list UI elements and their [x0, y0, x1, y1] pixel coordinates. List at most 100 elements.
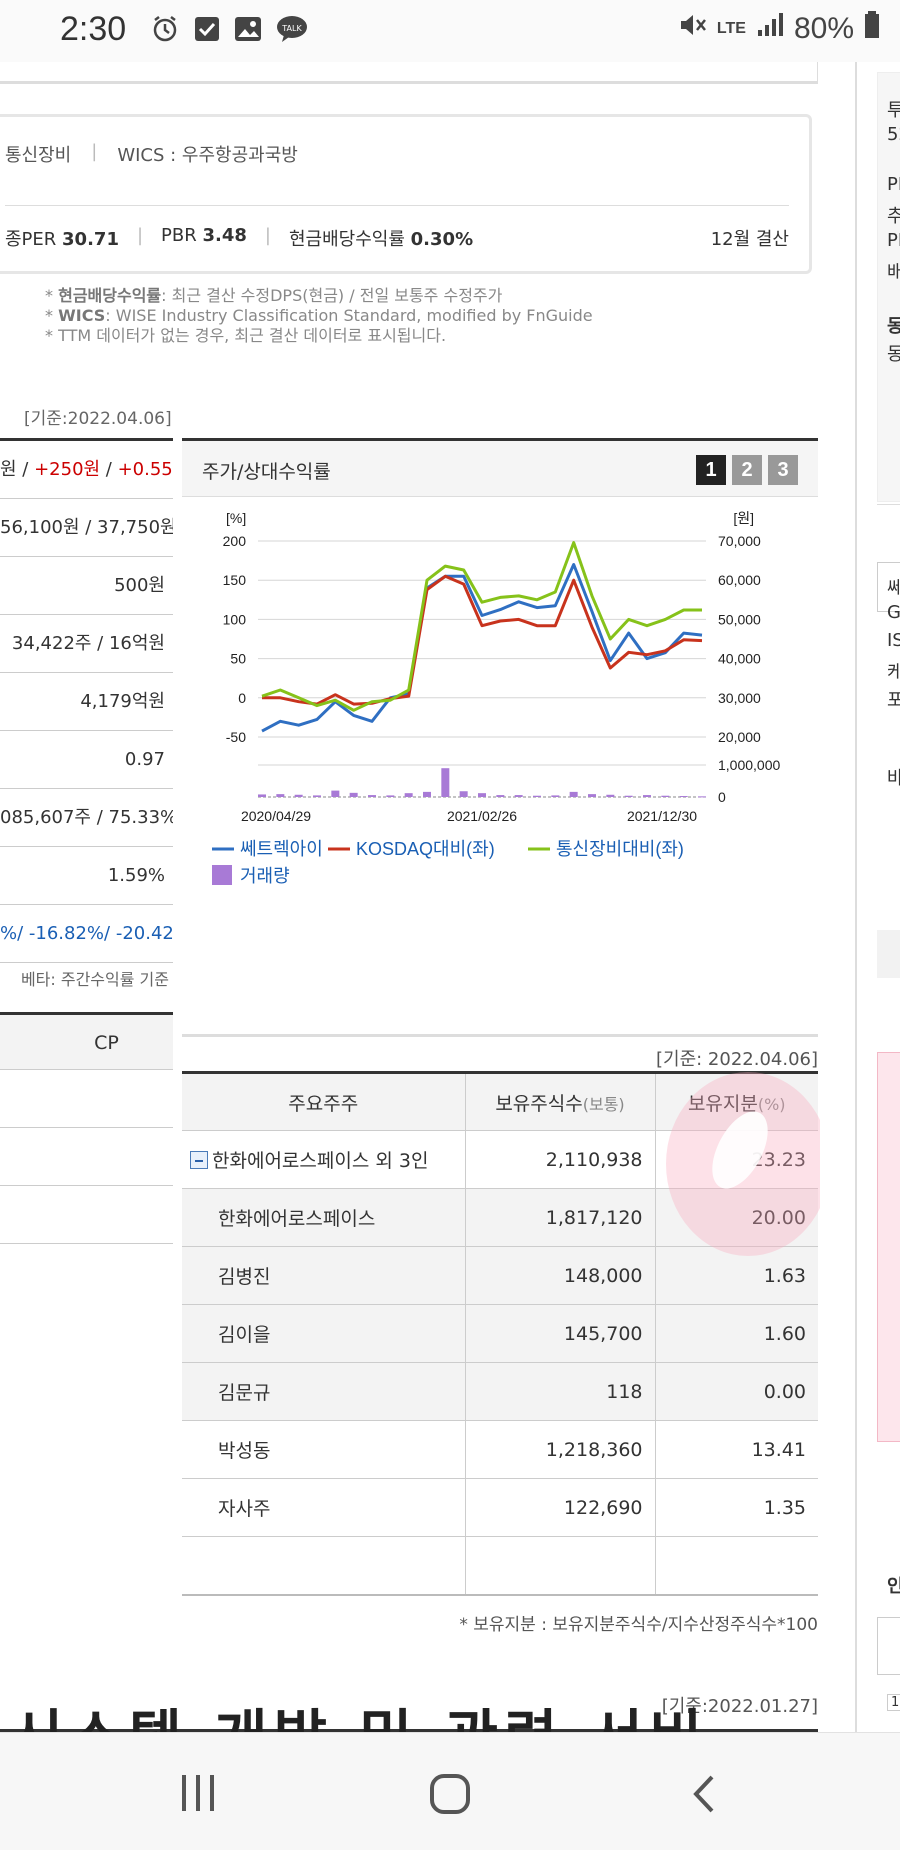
volume-bar	[276, 794, 285, 797]
table-row: 김이을 145,700 1.60	[182, 1304, 818, 1363]
top-tab-strip	[0, 62, 818, 84]
recents-button[interactable]	[178, 1773, 218, 1817]
volume-bar	[404, 793, 413, 797]
section-title-strip: 시스템 개발 및 관련 서비	[0, 1668, 820, 1732]
chart-page-button-2[interactable]: 2	[732, 455, 762, 485]
volume-bar	[588, 794, 596, 797]
x-tick: 2021/02/26	[447, 808, 517, 824]
sidebar-text: GS	[887, 602, 900, 623]
volume-tick: 0	[718, 789, 726, 805]
y-right-tick: 70,000	[718, 533, 761, 549]
shareholder-name: 한화에어로스페이스	[182, 1188, 466, 1247]
shares-cell: 2,110,938	[465, 1130, 656, 1189]
shareholder-name: 자사주	[182, 1478, 466, 1537]
network-label: LTE	[716, 20, 746, 37]
volume-bar	[478, 793, 486, 797]
table-row: 4,179억원	[0, 673, 173, 731]
battery-icon	[864, 11, 880, 47]
divider: |	[91, 141, 98, 162]
sidebar-text: ISC	[887, 630, 900, 651]
battery-percent: 80%	[793, 12, 854, 45]
talk-icon: TALK	[276, 15, 308, 47]
basis-date: [기준:2022.04.06]	[24, 409, 172, 429]
sidebar-input[interactable]	[877, 1617, 900, 1675]
main-content: 통신장비 | WICS : 우주항공과국방 종PER 30.71 | PBR 3…	[0, 62, 820, 1732]
volume-bar	[423, 791, 431, 797]
mute-icon	[677, 10, 707, 48]
sidebar-bar	[877, 930, 900, 978]
table-row: 1.59%	[0, 847, 173, 905]
chart-page-button-1[interactable]: 1	[696, 455, 726, 485]
legend-label: 통신장비대비(좌)	[556, 839, 684, 859]
sidebar-text: 동	[887, 312, 900, 338]
sidebar-text: 추	[887, 202, 900, 228]
back-icon	[693, 1775, 714, 1813]
table-row: 박성동 1,218,360 13.41	[182, 1420, 818, 1479]
chart-page-button-3[interactable]: 3	[768, 455, 798, 485]
volume-bar	[514, 795, 523, 797]
volume-bar	[294, 794, 303, 797]
shareholder-table: 주요주주 보유주식수(보통) 보유지분(%) 한화에어로스페이스 외 3인 2,…	[182, 1071, 818, 1596]
stake-cell: 1.60	[655, 1304, 818, 1363]
y-left-unit: [%]	[226, 510, 246, 526]
divider: |	[136, 225, 144, 246]
basis-date-row: [기준: 2022.04.06]	[182, 1034, 818, 1070]
notes: * 현금배당수익률: 최근 결산 수정DPS(현금) / 전일 보통주 수정주가…	[45, 286, 593, 346]
basis-date: [기준:2022.01.27]	[661, 1696, 818, 1717]
right-sidebar: 투 52 PE 추 PE 배 동 동 쎄 GS ISC 케이 포: 바이 인지 …	[855, 62, 900, 1732]
series-line	[261, 563, 703, 733]
sidebar-text: 52	[887, 124, 900, 145]
y-right-tick: 60,000	[718, 572, 761, 588]
sidebar-select[interactable]	[877, 562, 900, 612]
page-button[interactable]: 1	[887, 1694, 900, 1711]
volume-bar	[569, 791, 578, 797]
back-button[interactable]	[688, 1773, 718, 1819]
collapse-icon[interactable]	[190, 1150, 208, 1169]
series-line	[261, 541, 702, 712]
legend-label: 거래량	[240, 866, 290, 886]
table-row	[0, 1128, 173, 1186]
volume-bar	[624, 795, 633, 797]
image-icon	[234, 16, 262, 46]
y-right-tick: 40,000	[718, 651, 761, 667]
chart-panel: 주가/상대수익률 1 2 3 [%] [원] 200 150 100 50 0 -50 70,0…	[182, 438, 818, 968]
sidebar-text: 동	[887, 340, 900, 366]
shareholder-name: 한화에어로스페이스 외 3인	[182, 1130, 466, 1189]
stake-cell: 13.41	[655, 1420, 818, 1479]
market-data-table: 원 / +250원 / +0.55% 56,100원 / 37,750원 500…	[0, 438, 173, 963]
volume-tick: 1,000,000	[718, 757, 780, 773]
volume-bar	[258, 794, 266, 797]
chart-header: 주가/상대수익률 1 2 3	[182, 441, 818, 497]
volume-bar	[533, 795, 541, 797]
table-row: %/ -16.82%/ -20.42%	[0, 905, 173, 963]
sidebar-text: PE	[887, 230, 900, 251]
divider	[5, 205, 789, 206]
note-line: * TTM 데이터가 없는 경우, 최근 결산 데이터로 표시됩니다.	[45, 326, 447, 345]
table-row: 34,422주 / 16억원	[0, 615, 173, 673]
stake-cell: 1.35	[655, 1478, 818, 1537]
sidebar-text: 인지	[887, 1572, 900, 1598]
sidebar-text: 투	[887, 96, 900, 122]
shares-cell: 118	[465, 1362, 656, 1421]
stake-cell: 1.63	[655, 1246, 818, 1305]
section-title: 시스템 개발 및 관련 서비	[10, 1690, 708, 1732]
x-tick: 2020/04/29	[241, 808, 311, 824]
table-row: 500원	[0, 557, 173, 615]
volume-bar	[331, 790, 340, 797]
checkbox-icon	[194, 16, 220, 46]
dividend-yield-item: 현금배당수익률 0.30%	[289, 229, 474, 250]
series-line	[262, 574, 703, 706]
empty-cell	[182, 1536, 466, 1596]
table-row: 원 / +250원 / +0.55%	[0, 441, 173, 499]
beta-note: 베타: 주간수익률 기준	[20, 970, 169, 989]
volume-bar	[551, 795, 560, 797]
empty-cell	[465, 1536, 656, 1596]
ad-banner[interactable]	[877, 1052, 900, 1442]
y-left-tick: 50	[230, 651, 246, 667]
volume-bar	[679, 796, 688, 798]
basis-date: [기준: 2022.04.06]	[655, 1049, 818, 1070]
volume-bar	[368, 795, 376, 797]
home-button[interactable]	[429, 1773, 471, 1819]
industry-label: 통신장비	[5, 145, 72, 166]
table-row: 56,100원 / 37,750원	[0, 499, 173, 557]
